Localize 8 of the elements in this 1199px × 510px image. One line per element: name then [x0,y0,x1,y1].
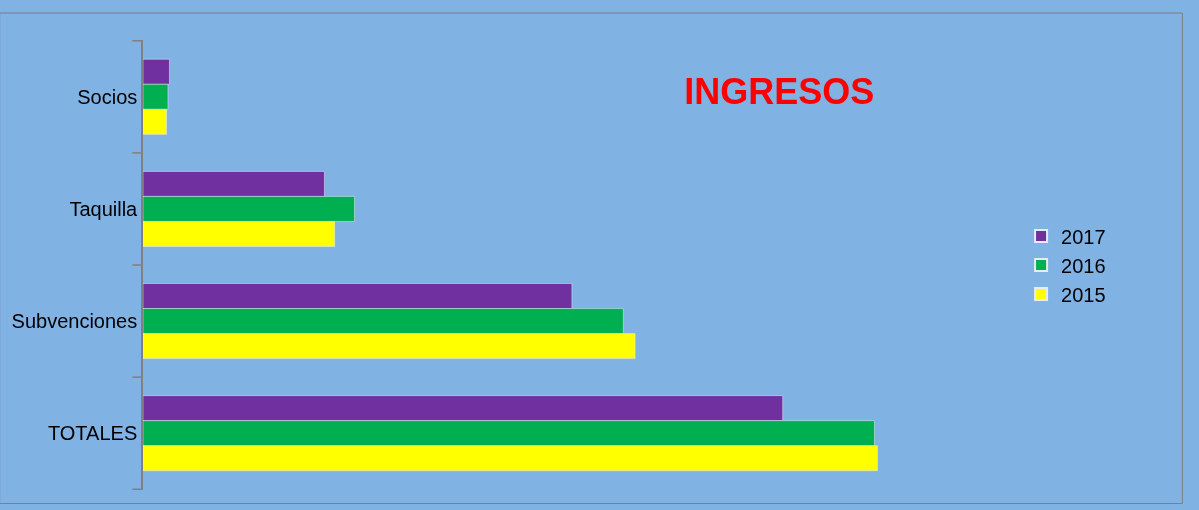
y-tick-label: Subvenciones [11,310,138,333]
y-tick-label: Socios [77,85,138,108]
y-tick-label: TOTALES [47,422,138,445]
legend-label: 2016 [1061,254,1106,277]
legend-label: 2015 [1061,283,1106,306]
y-tick-label: Taquilla [69,197,139,220]
text: INGRESOS [684,71,875,113]
legend-label: 2017 [1061,225,1106,248]
